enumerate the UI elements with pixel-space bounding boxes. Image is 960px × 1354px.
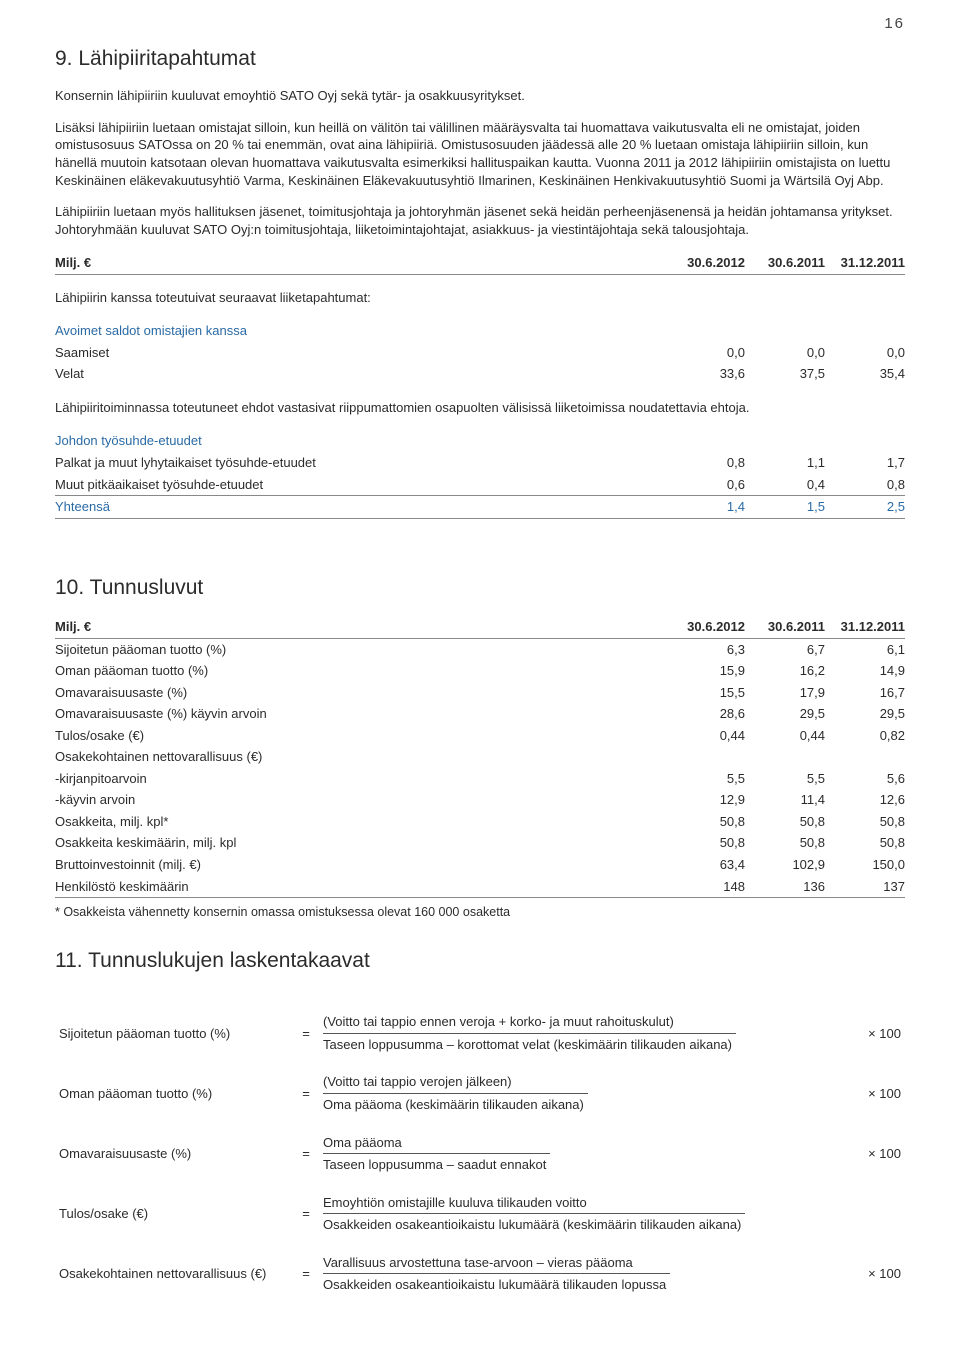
formula-fraction: Varallisuus arvostettuna tase-arvoon – v…: [319, 1244, 847, 1304]
group-title: Johdon työsuhde-etuudet: [55, 418, 905, 452]
equals-sign: =: [293, 1184, 319, 1244]
table-row: -käyvin arvoin12,911,412,6: [55, 789, 905, 811]
table-row: Omavaraisuusaste (%) käyvin arvoin28,629…: [55, 703, 905, 725]
table-header-label: Milj. €: [55, 252, 665, 274]
table-row-total: Yhteensä 1,4 1,5 2,5: [55, 496, 905, 519]
formula-fraction: (Voitto tai tappio verojen jälkeen)Oma p…: [319, 1063, 847, 1123]
formula-fraction: (Voitto tai tappio ennen veroja + korko-…: [319, 1003, 847, 1063]
table-row: Tulos/osake (€)0,440,440,82: [55, 725, 905, 747]
table-row: Bruttoinvestoinnit (milj. €)63,4102,9150…: [55, 854, 905, 876]
table-row: Sijoitetun pääoman tuotto (%)6,36,76,1: [55, 638, 905, 660]
table-row: Henkilöstö keskimäärin148136137: [55, 876, 905, 898]
formula-label: Tulos/osake (€): [55, 1184, 293, 1244]
formula-row: Omavaraisuusaste (%)=Oma pääomaTaseen lo…: [55, 1124, 905, 1184]
table-row: Saamiset 0,0 0,0 0,0: [55, 342, 905, 364]
table-row: Omavaraisuusaste (%)15,517,916,7: [55, 682, 905, 704]
col-header: 30.6.2011: [745, 616, 825, 638]
formula-label: Omavaraisuusaste (%): [55, 1124, 293, 1184]
formulas-table: Sijoitetun pääoman tuotto (%)=(Voitto ta…: [55, 1003, 905, 1303]
table-row: Palkat ja muut lyhytaikaiset työsuhde-et…: [55, 452, 905, 474]
page-number: 16: [884, 14, 905, 34]
section9-title: 9. Lähipiiritapahtumat: [55, 45, 905, 73]
equals-sign: =: [293, 1124, 319, 1184]
table-row: Oman pääoman tuotto (%)15,916,214,9: [55, 660, 905, 682]
section9-para3: Lähipiiriin luetaan myös hallituksen jäs…: [55, 203, 905, 238]
table-row: Osakkeita keskimäärin, milj. kpl50,850,8…: [55, 832, 905, 854]
table-row: Osakekohtainen nettovarallisuus (€): [55, 746, 905, 768]
formula-mult: [847, 1184, 905, 1244]
section9-para2: Lisäksi lähipiiriin luetaan omistajat si…: [55, 119, 905, 189]
formula-label: Osakekohtainen nettovarallisuus (€): [55, 1244, 293, 1304]
col-header: 30.6.2011: [745, 252, 825, 274]
formula-label: Sijoitetun pääoman tuotto (%): [55, 1003, 293, 1063]
table-row: Osakkeita, milj. kpl*50,850,850,8: [55, 811, 905, 833]
formula-fraction: Oma pääomaTaseen loppusumma – saadut enn…: [319, 1124, 847, 1184]
section9-table: Milj. € 30.6.2012 30.6.2011 31.12.2011 L…: [55, 252, 905, 518]
formula-row: Osakekohtainen nettovarallisuus (€)=Vara…: [55, 1244, 905, 1304]
formula-row: Oman pääoman tuotto (%)=(Voitto tai tapp…: [55, 1063, 905, 1123]
note-between: Lähipiiritoiminnassa toteutuneet ehdot v…: [55, 385, 905, 419]
section10-footnote: * Osakkeista vähennetty konsernin omassa…: [55, 904, 905, 921]
table-header-label: Milj. €: [55, 616, 665, 638]
equals-sign: =: [293, 1244, 319, 1304]
equals-sign: =: [293, 1003, 319, 1063]
group-title: Avoimet saldot omistajien kanssa: [55, 308, 905, 342]
equals-sign: =: [293, 1063, 319, 1123]
section9-para1: Konsernin lähipiiriin kuuluvat emoyhtiö …: [55, 87, 905, 105]
section11-title: 11. Tunnuslukujen laskentakaavat: [55, 947, 905, 975]
col-header: 31.12.2011: [825, 252, 905, 274]
section10-title: 10. Tunnusluvut: [55, 574, 905, 602]
table-row: -kirjanpitoarvoin5,55,55,6: [55, 768, 905, 790]
group-caption: Lähipiirin kanssa toteutuivat seuraavat …: [55, 274, 905, 308]
section10-table: Milj. € 30.6.2012 30.6.2011 31.12.2011 S…: [55, 616, 905, 898]
formula-mult: × 100: [847, 1124, 905, 1184]
formula-fraction: Emoyhtiön omistajille kuuluva tilikauden…: [319, 1184, 847, 1244]
formula-row: Tulos/osake (€)=Emoyhtiön omistajille ku…: [55, 1184, 905, 1244]
formula-row: Sijoitetun pääoman tuotto (%)=(Voitto ta…: [55, 1003, 905, 1063]
formula-mult: × 100: [847, 1003, 905, 1063]
formula-mult: × 100: [847, 1063, 905, 1123]
formula-label: Oman pääoman tuotto (%): [55, 1063, 293, 1123]
col-header: 30.6.2012: [665, 616, 745, 638]
formula-mult: × 100: [847, 1244, 905, 1304]
table-row: Velat 33,6 37,5 35,4: [55, 363, 905, 385]
col-header: 30.6.2012: [665, 252, 745, 274]
col-header: 31.12.2011: [825, 616, 905, 638]
table-row: Muut pitkäaikaiset työsuhde-etuudet 0,6 …: [55, 474, 905, 496]
